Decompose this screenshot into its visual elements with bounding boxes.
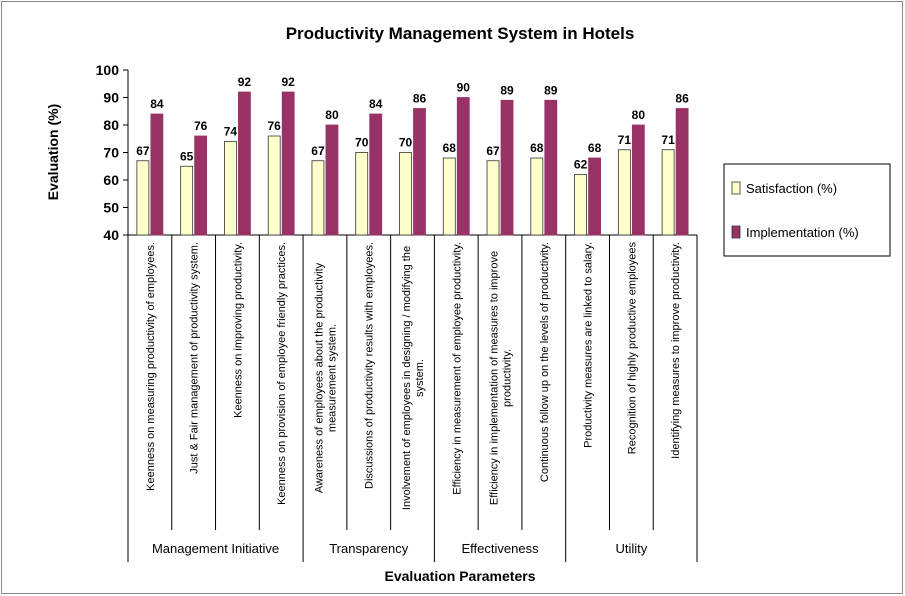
- data-label: 92: [282, 75, 296, 89]
- data-label: 65: [180, 149, 194, 163]
- chart-title: Productivity Management System in Hotels: [286, 24, 635, 43]
- x-tick-label: Discussions of productivity results with…: [364, 242, 376, 489]
- y-axis-title: Evaluation (%): [45, 104, 61, 200]
- group-label: Effectiveness: [461, 541, 539, 556]
- bar: [675, 108, 689, 236]
- data-label: 68: [443, 141, 457, 155]
- y-tick-label: 50: [103, 200, 119, 216]
- bar: [281, 91, 295, 236]
- bar: [194, 135, 208, 236]
- x-tick-label: Identifying measures to improve producti…: [670, 242, 682, 459]
- data-label: 68: [530, 141, 544, 155]
- x-tick-label: Awareness of employees about the product…: [313, 262, 338, 493]
- bar: [588, 157, 601, 236]
- bar: [617, 149, 631, 236]
- x-tick-label: Recognition of highly productive employe…: [626, 242, 638, 455]
- bar: [661, 149, 675, 236]
- legend-swatch: [731, 225, 741, 239]
- data-label: 80: [632, 108, 646, 122]
- data-label: 67: [311, 144, 325, 158]
- bar: [486, 160, 500, 236]
- x-tick-label: Keenness on improving productivity.: [232, 242, 244, 418]
- group-label: Transparency: [329, 541, 408, 556]
- bar: [631, 124, 645, 236]
- bar: [399, 152, 412, 236]
- data-label: 89: [500, 83, 514, 97]
- data-label: 76: [268, 119, 282, 133]
- bar: [267, 135, 281, 236]
- bar: [224, 141, 237, 236]
- data-label: 70: [355, 136, 369, 150]
- group-label: Utility: [615, 541, 647, 556]
- y-tick-label: 60: [103, 172, 119, 188]
- bar: [311, 160, 325, 236]
- y-tick-label: 40: [103, 227, 119, 243]
- legend-label: Satisfaction (%): [746, 181, 837, 196]
- bar: [180, 165, 194, 236]
- bar: [136, 160, 150, 236]
- bar: [456, 97, 470, 236]
- y-tick-label: 90: [103, 90, 119, 106]
- bar: [413, 108, 426, 236]
- bar: [238, 91, 251, 236]
- y-tick-label: 70: [103, 145, 119, 161]
- x-tick-label: Keenness on measuring productivity of em…: [145, 242, 157, 491]
- x-tick-label: Efficiency in implementation of measures…: [489, 251, 514, 505]
- legend-swatch: [731, 181, 741, 195]
- data-label: 90: [457, 81, 471, 95]
- data-label: 70: [399, 136, 413, 150]
- bar: [369, 113, 383, 236]
- bar: [442, 157, 456, 236]
- bar: [325, 124, 339, 236]
- data-label: 67: [486, 144, 500, 158]
- bar: [530, 157, 544, 236]
- y-tick-label: 80: [103, 117, 119, 133]
- data-label: 84: [369, 97, 383, 111]
- bar: [500, 99, 514, 236]
- bar: [574, 174, 587, 236]
- x-tick-label: Just & Fair management of productivity s…: [189, 242, 201, 474]
- x-axis-title: Evaluation Parameters: [385, 568, 536, 584]
- bar: [150, 113, 164, 236]
- data-label: 62: [574, 158, 588, 172]
- data-label: 92: [238, 75, 252, 89]
- x-tick-label: Productivity measures are linked to sala…: [583, 242, 595, 448]
- data-label: 80: [325, 108, 339, 122]
- data-label: 71: [661, 133, 675, 147]
- bar: [355, 152, 369, 236]
- x-tick-label: Continuous follow up on the levels of pr…: [539, 242, 551, 482]
- bar: [544, 99, 558, 236]
- group-label: Management Initiative: [152, 541, 279, 556]
- legend-box: [723, 163, 891, 257]
- legend-label: Implementation (%): [746, 225, 859, 240]
- data-label: 89: [544, 83, 558, 97]
- y-tick-label: 100: [96, 62, 120, 78]
- data-label: 84: [150, 97, 164, 111]
- x-tick-label: Efficiency in measurement of employee pr…: [451, 242, 463, 495]
- x-tick-label: Keenness on provision of employee friend…: [276, 242, 288, 505]
- data-label: 68: [588, 141, 602, 155]
- x-tick-label: Involvement of employees in designing / …: [401, 246, 426, 510]
- data-label: 67: [136, 144, 150, 158]
- data-label: 86: [413, 92, 427, 106]
- data-label: 86: [675, 92, 689, 106]
- data-label: 71: [618, 133, 632, 147]
- data-label: 76: [194, 119, 208, 133]
- data-label: 74: [224, 125, 238, 139]
